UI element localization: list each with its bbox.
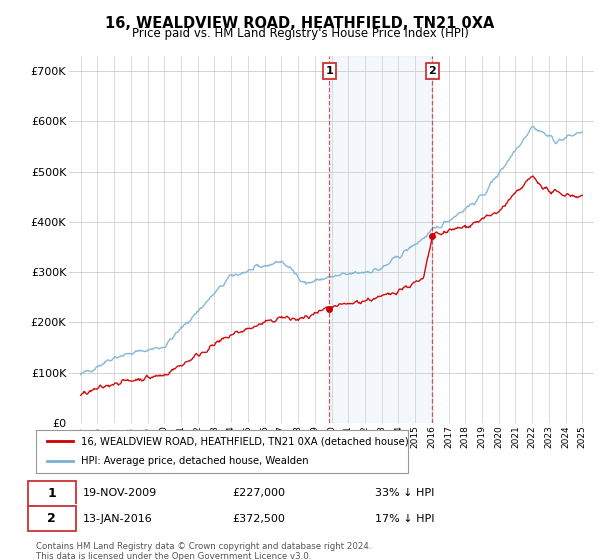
Text: 1: 1 (326, 66, 334, 76)
Text: £227,000: £227,000 (233, 488, 286, 498)
Text: 16, WEALDVIEW ROAD, HEATHFIELD, TN21 0XA: 16, WEALDVIEW ROAD, HEATHFIELD, TN21 0XA (106, 16, 494, 31)
Text: HPI: Average price, detached house, Wealden: HPI: Average price, detached house, Weal… (80, 456, 308, 466)
Text: Price paid vs. HM Land Registry's House Price Index (HPI): Price paid vs. HM Land Registry's House … (131, 27, 469, 40)
FancyBboxPatch shape (28, 506, 76, 531)
FancyBboxPatch shape (28, 480, 76, 506)
Text: 2: 2 (47, 512, 56, 525)
Bar (329, 56, 433, 423)
Text: 33% ↓ HPI: 33% ↓ HPI (374, 488, 434, 498)
Text: 17% ↓ HPI: 17% ↓ HPI (374, 514, 434, 524)
Text: 1: 1 (47, 487, 56, 500)
Text: 2: 2 (428, 66, 436, 76)
Text: £372,500: £372,500 (233, 514, 286, 524)
Text: 13-JAN-2016: 13-JAN-2016 (82, 514, 152, 524)
Text: 19-NOV-2009: 19-NOV-2009 (82, 488, 157, 498)
Text: Contains HM Land Registry data © Crown copyright and database right 2024.
This d: Contains HM Land Registry data © Crown c… (36, 542, 371, 560)
Text: 16, WEALDVIEW ROAD, HEATHFIELD, TN21 0XA (detached house): 16, WEALDVIEW ROAD, HEATHFIELD, TN21 0XA… (80, 436, 408, 446)
